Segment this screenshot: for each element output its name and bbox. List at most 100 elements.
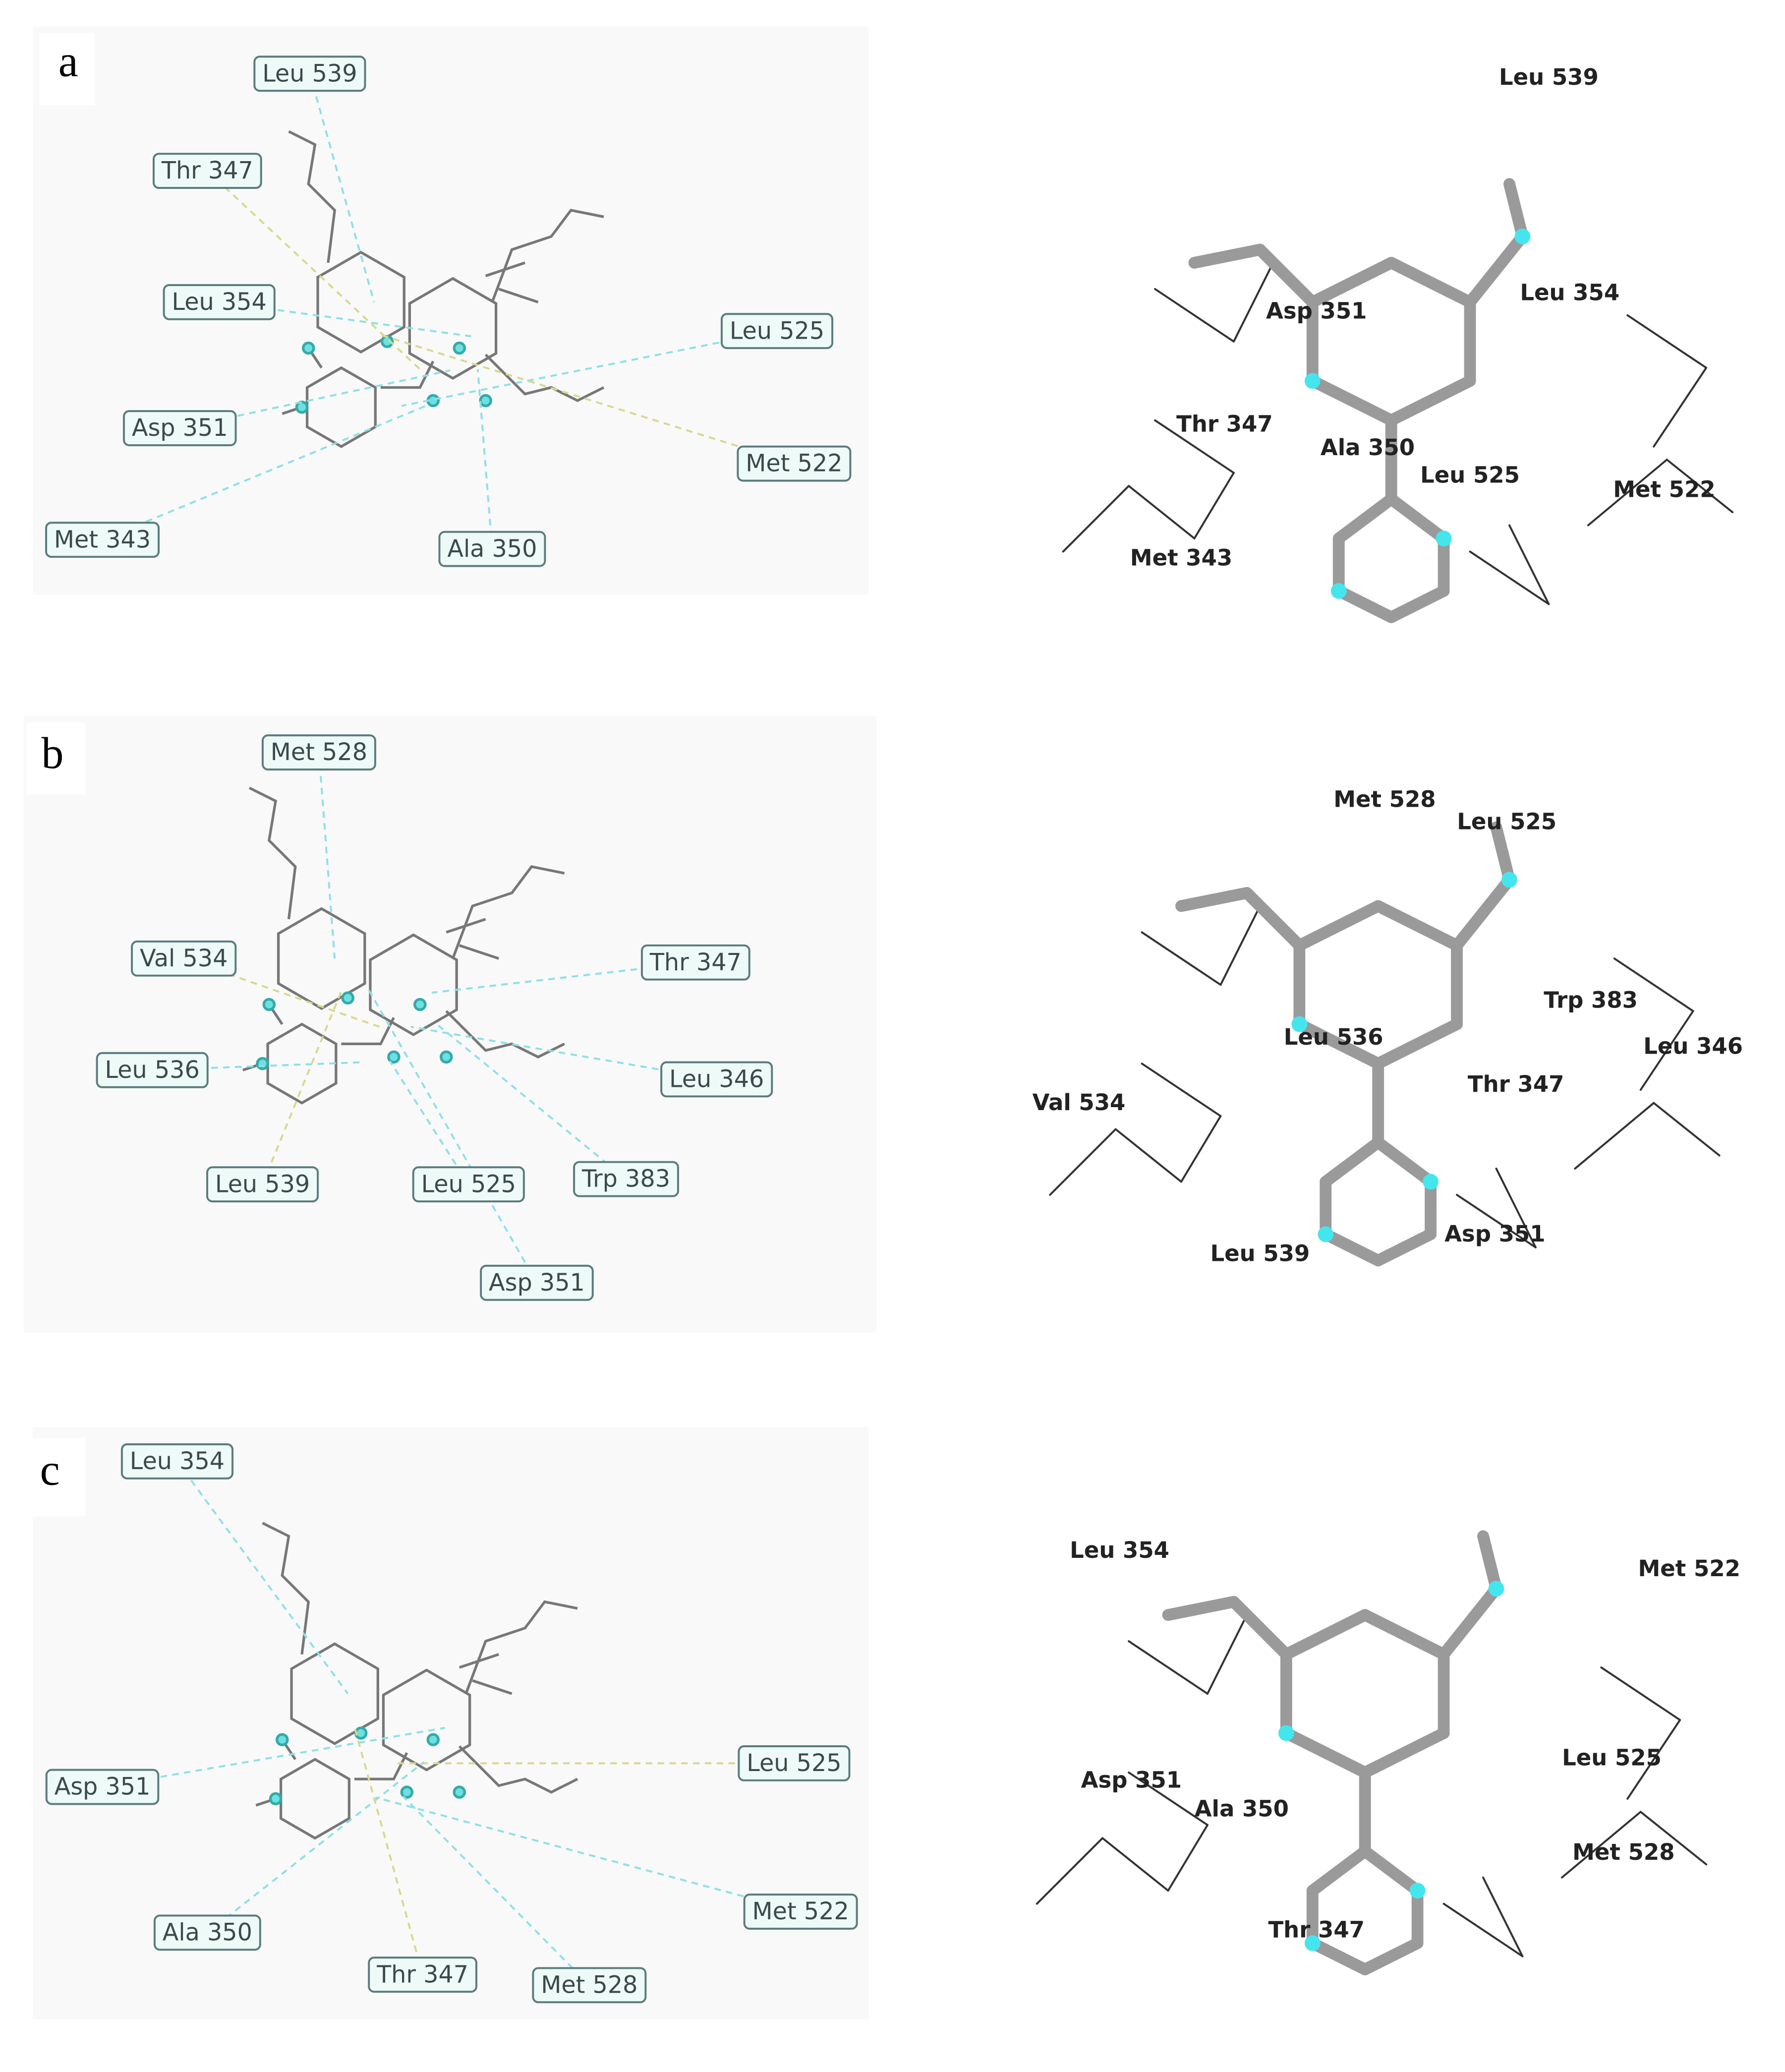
ligand-stick <box>1464 231 1529 308</box>
atom <box>426 1733 440 1746</box>
interaction-line <box>401 330 777 407</box>
residue-label-box <box>640 944 750 981</box>
residue-stick <box>1141 931 1222 986</box>
hetero-atom <box>1304 1935 1321 1952</box>
residue-3d-label: Leu 539 <box>1499 64 1599 90</box>
residue-stick <box>1154 419 1235 474</box>
residue-stick <box>1219 905 1261 986</box>
residue-stick <box>1180 1115 1222 1183</box>
residue-3d-label: Leu 525 <box>1457 809 1556 835</box>
panel-box <box>23 715 877 1333</box>
atom <box>295 400 309 414</box>
residue-label-box <box>737 445 852 482</box>
residue-label-box <box>153 1914 261 1951</box>
residue-stick <box>1653 1102 1721 1157</box>
residue-label-box <box>660 1061 773 1098</box>
ligand-stick <box>1293 900 1384 951</box>
residue-3d-label: Leu 346 <box>1643 1033 1743 1059</box>
residue-stick <box>1114 1128 1183 1183</box>
residue-label: Met 343 <box>54 526 151 553</box>
ligand-stick <box>1477 1530 1502 1595</box>
residue-stick <box>1101 1837 1169 1892</box>
hetero-atom <box>1291 1016 1308 1032</box>
atom <box>387 1050 401 1064</box>
residue-label-box <box>261 734 376 770</box>
residue-stick <box>1128 485 1196 539</box>
residue-stick <box>1469 550 1550 605</box>
atom <box>354 1726 368 1740</box>
residue-3d-label: Met 528 <box>1572 1839 1674 1865</box>
residue-stick <box>1560 1811 1642 1879</box>
residue-stick <box>1128 1640 1209 1695</box>
residue-label-box <box>253 56 366 92</box>
atom <box>440 1050 453 1064</box>
ligand-stick <box>1385 375 1476 426</box>
residue-label: Leu 539 <box>215 1171 310 1198</box>
residue-label: Asp 351 <box>132 414 228 442</box>
residue-label: Met 528 <box>271 739 367 766</box>
residue-label: Leu 354 <box>172 289 267 316</box>
residue-stick <box>1232 261 1274 343</box>
residue-3d-label: Thr 347 <box>1468 1071 1564 1097</box>
residue-stick <box>1456 1193 1537 1248</box>
ligand-stick <box>1293 1018 1384 1070</box>
interaction-line <box>476 369 493 549</box>
residue-label: Asp 351 <box>55 1774 151 1801</box>
hetero-atom <box>1514 229 1531 244</box>
hetero-atom <box>1278 1725 1294 1741</box>
residue-stick <box>1639 1811 1708 1866</box>
interaction-line <box>176 1461 349 1695</box>
residue-stick <box>1508 524 1550 605</box>
residue-label: Ala 350 <box>163 1919 252 1947</box>
residue-label-box <box>96 1052 209 1088</box>
atom <box>479 394 492 408</box>
residue-label-box <box>152 153 262 189</box>
ligand-2d <box>255 1522 578 1840</box>
residue-label-box <box>480 1264 594 1301</box>
ligand-2d <box>242 786 565 1105</box>
residue-3d-label: Asp 351 <box>1266 298 1367 324</box>
residue-3d-label: Thr 347 <box>1176 411 1273 437</box>
ligand-3d <box>1062 178 1734 623</box>
ligand-stick <box>1320 1228 1384 1267</box>
residue-stick <box>1495 1167 1537 1248</box>
chain <box>255 1522 578 1807</box>
residue-stick <box>1167 1824 1209 1892</box>
atom <box>453 341 466 355</box>
letter-bg <box>26 722 86 795</box>
ligand-stick <box>1372 900 1463 951</box>
residue-label: Val 534 <box>140 945 228 972</box>
residue-label-box <box>131 940 237 977</box>
ligand-stick <box>1372 1018 1463 1070</box>
ligand-stick <box>1306 1845 1371 1897</box>
panel-letter: b <box>41 729 63 778</box>
ligand-stick <box>1372 1228 1437 1267</box>
residue-stick <box>1626 1719 1681 1800</box>
ligand-stick <box>1162 1596 1240 1621</box>
hetero-atom <box>1409 1883 1426 1899</box>
interaction-line <box>353 1726 424 1975</box>
letter-bg <box>26 1437 86 1517</box>
residue-stick <box>1482 1876 1524 1957</box>
residue-3d-label: Val 534 <box>1033 1089 1126 1116</box>
residue-3d-label: Asp 351 <box>1444 1221 1545 1247</box>
residue-label: Ala 350 <box>447 535 537 563</box>
atom <box>453 1785 466 1799</box>
residue-label-box <box>45 1769 160 1805</box>
residue-label-box <box>412 1166 525 1203</box>
ring <box>305 366 377 448</box>
ligand-stick <box>1175 887 1253 912</box>
ligand-stick <box>1385 257 1476 308</box>
ligand-stick <box>1332 585 1397 623</box>
ligand-stick <box>1359 1727 1450 1778</box>
residue-3d-label: Met 528 <box>1333 786 1436 813</box>
ligand-stick <box>1306 1937 1371 1975</box>
ligand-stick <box>1372 1136 1437 1188</box>
residue-label: Leu 354 <box>130 1448 225 1475</box>
atom <box>269 1792 283 1806</box>
ligand-stick <box>1228 1596 1292 1660</box>
residue-stick <box>1128 1771 1209 1826</box>
residue-stick <box>1574 1102 1655 1170</box>
residue-stick <box>1036 1837 1104 1905</box>
